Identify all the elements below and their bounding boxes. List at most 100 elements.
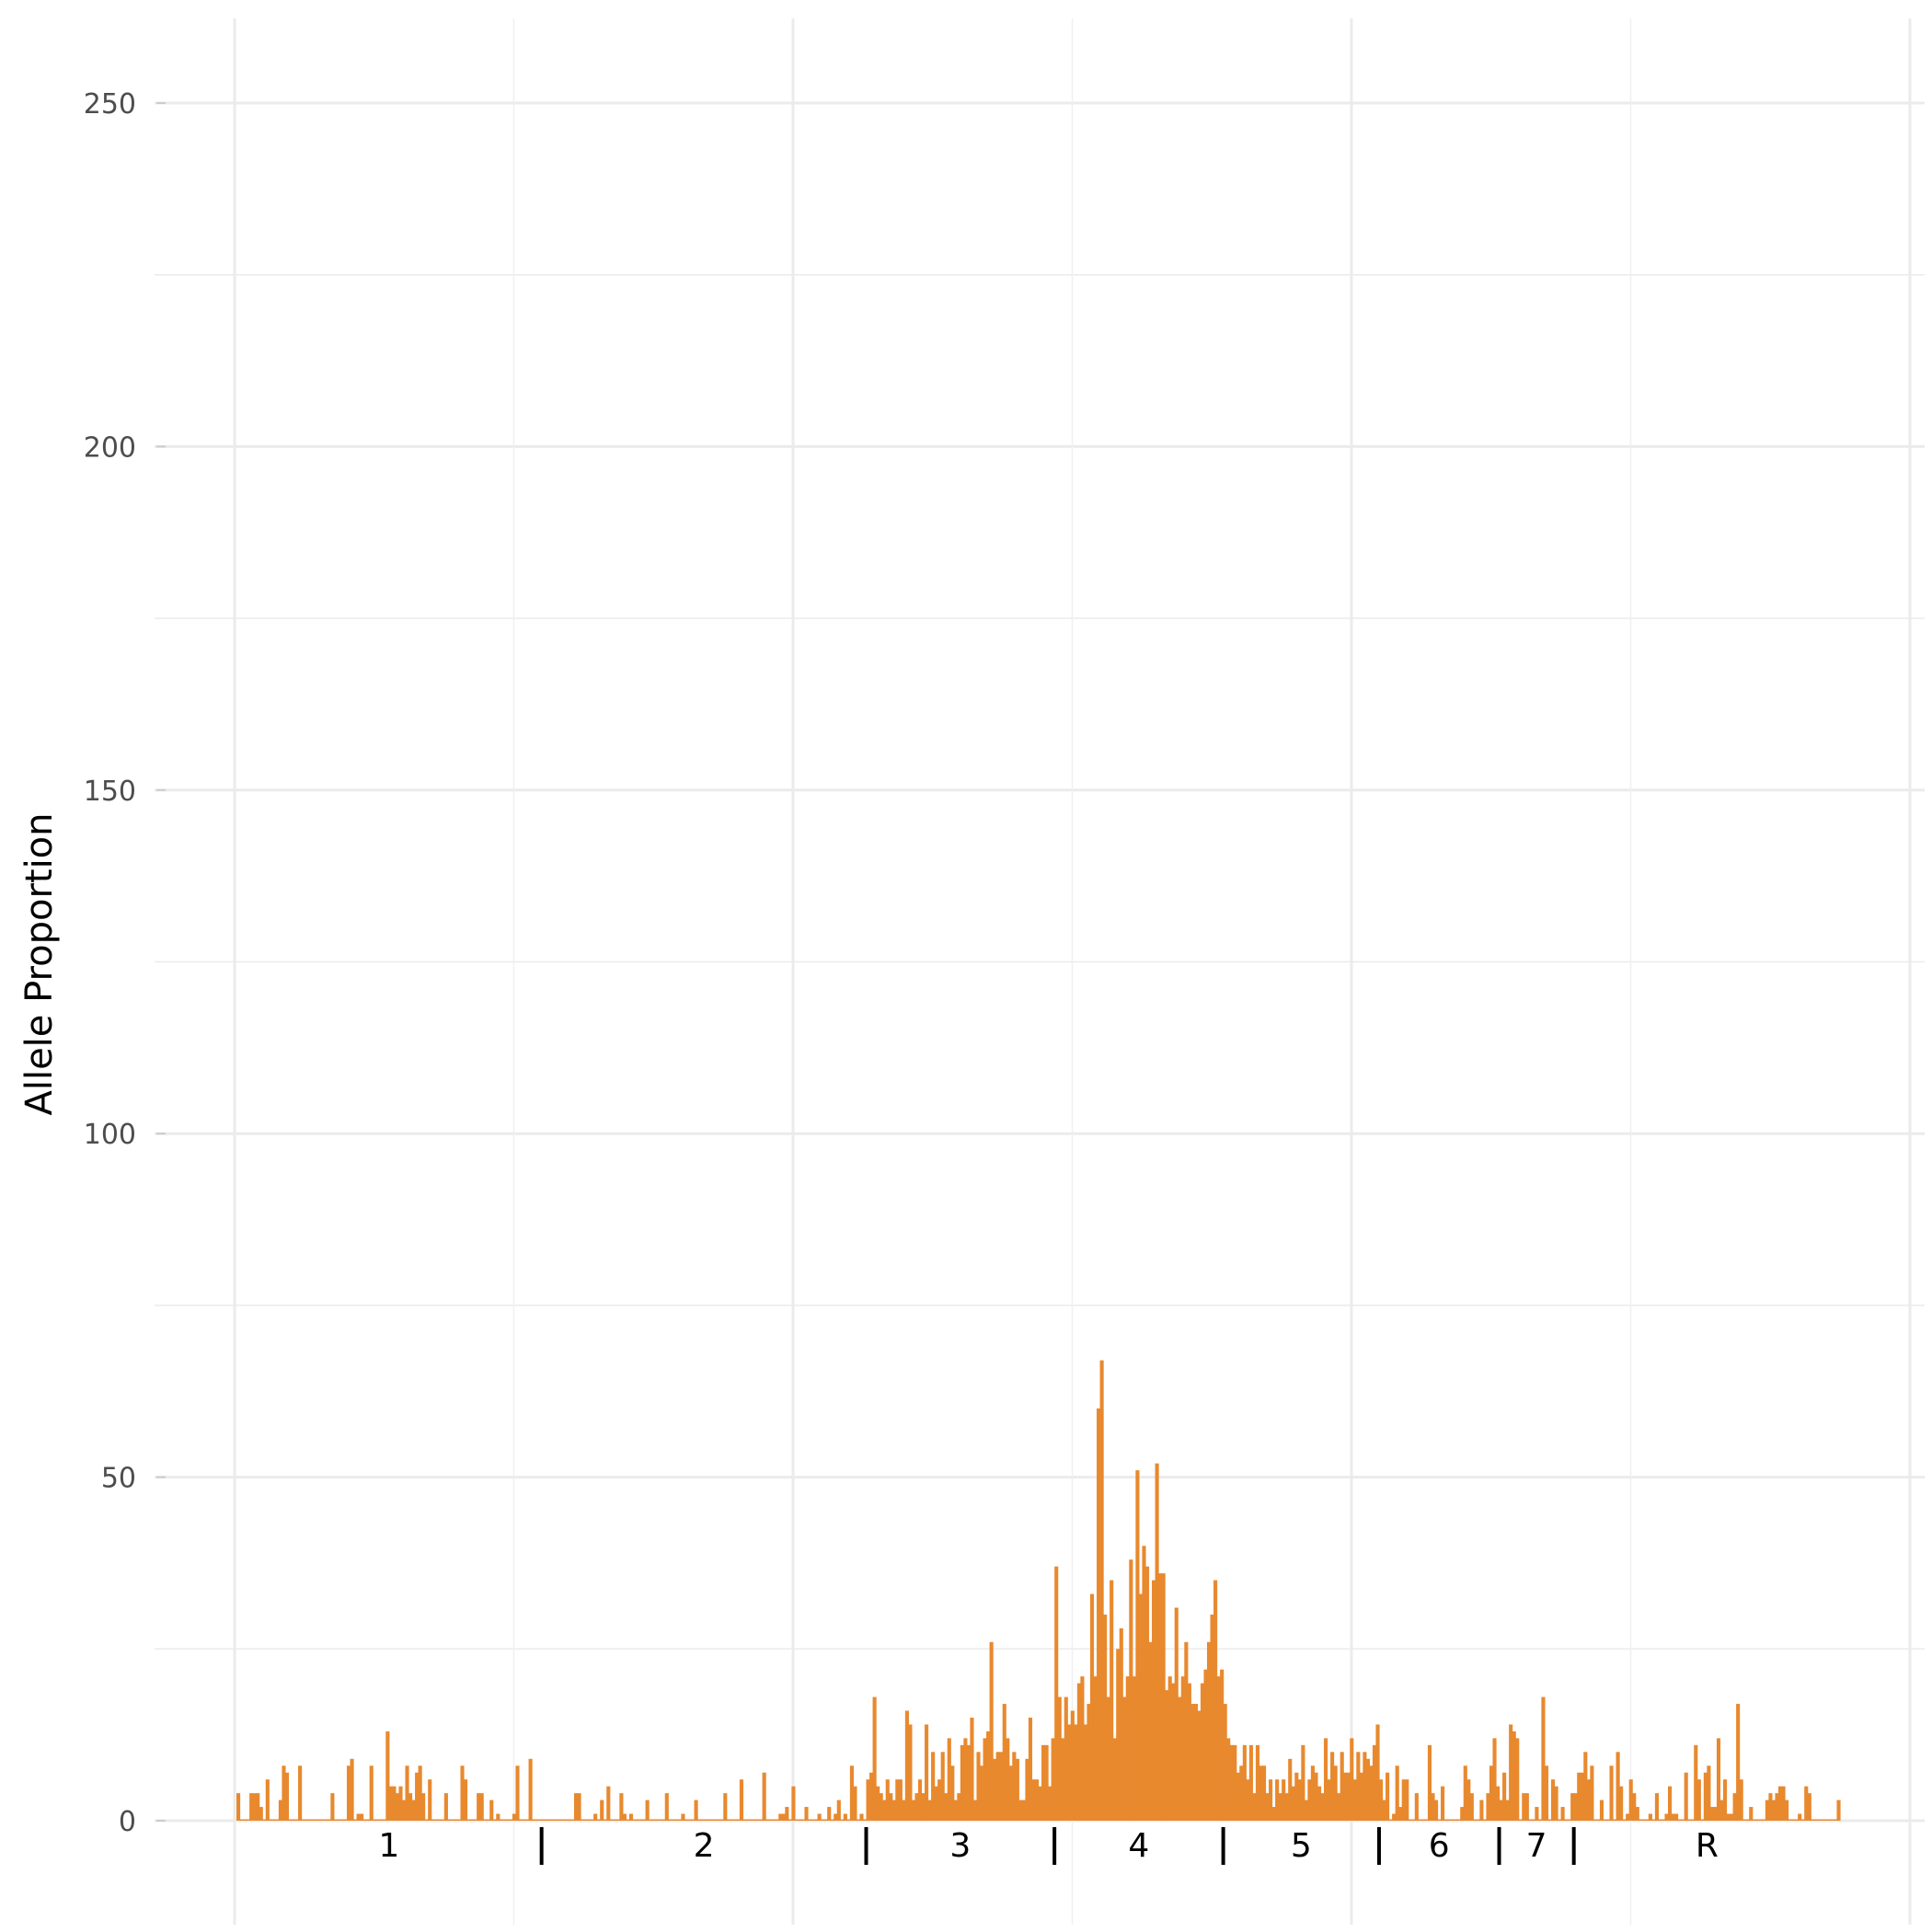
- bar: [1171, 1683, 1176, 1821]
- bar: [1346, 1772, 1351, 1821]
- bar: [1775, 1793, 1779, 1821]
- bar: [1051, 1738, 1055, 1821]
- bar: [284, 1772, 290, 1821]
- bar: [911, 1800, 916, 1821]
- bar: [411, 1800, 416, 1821]
- bar: [583, 1819, 588, 1821]
- bar: [1119, 1627, 1123, 1821]
- bar: [366, 1819, 371, 1821]
- bar: [856, 1819, 861, 1821]
- bar: [1414, 1793, 1419, 1821]
- segment-axis: 1 2 3 4 5 6 7 R: [378, 1827, 1719, 1865]
- bar: [931, 1752, 936, 1821]
- bar: [1496, 1786, 1501, 1821]
- bar: [1002, 1704, 1006, 1821]
- bar: [375, 1819, 380, 1821]
- bar: [1431, 1793, 1435, 1821]
- bar: [1320, 1793, 1325, 1821]
- bar: [674, 1819, 679, 1821]
- bar: [862, 1819, 868, 1821]
- bar: [1817, 1819, 1822, 1821]
- bar: [1028, 1717, 1033, 1821]
- bar: [525, 1819, 530, 1821]
- bar: [466, 1819, 471, 1821]
- segment-label: 7: [1526, 1827, 1547, 1865]
- bar: [859, 1813, 864, 1821]
- bar: [937, 1779, 942, 1821]
- segment-label: 3: [949, 1827, 971, 1865]
- bar: [492, 1819, 497, 1821]
- segment-label: 4: [1128, 1827, 1149, 1865]
- bar: [456, 1819, 462, 1821]
- bar: [1144, 1566, 1150, 1821]
- bar: [904, 1710, 909, 1821]
- bar: [798, 1819, 802, 1821]
- bar: [1155, 1463, 1159, 1821]
- bar: [1067, 1724, 1072, 1821]
- y-tick-label: 250: [84, 88, 136, 121]
- bar: [800, 1819, 806, 1821]
- bar: [775, 1819, 779, 1821]
- bar: [1041, 1744, 1046, 1821]
- bar: [385, 1731, 390, 1821]
- bar: [333, 1819, 338, 1821]
- bar: [719, 1819, 724, 1821]
- bar: [879, 1793, 883, 1821]
- bar: [1726, 1813, 1731, 1821]
- bar: [603, 1819, 607, 1821]
- bar: [1138, 1593, 1144, 1821]
- bar: [1613, 1819, 1617, 1821]
- bar: [849, 1765, 854, 1821]
- bar: [1791, 1819, 1796, 1821]
- bar: [677, 1819, 682, 1821]
- segment-label: 6: [1429, 1827, 1450, 1865]
- bar: [1048, 1786, 1052, 1821]
- bar: [1473, 1819, 1478, 1821]
- bar: [1427, 1744, 1432, 1821]
- bar: [1700, 1819, 1705, 1821]
- bar: [587, 1819, 592, 1821]
- bar: [1226, 1738, 1231, 1821]
- bar: [1677, 1819, 1682, 1821]
- bar: [1116, 1649, 1121, 1821]
- bar: [1352, 1779, 1357, 1821]
- bar: [804, 1807, 809, 1821]
- bar: [1025, 1758, 1029, 1821]
- bar: [772, 1819, 776, 1821]
- bar: [1167, 1676, 1172, 1821]
- bar: [1577, 1772, 1581, 1821]
- bar: [505, 1819, 510, 1821]
- bar: [1456, 1819, 1461, 1821]
- bar: [947, 1738, 951, 1821]
- bar: [785, 1807, 789, 1821]
- bar: [1246, 1779, 1250, 1821]
- bar: [791, 1786, 796, 1821]
- bar: [732, 1819, 737, 1821]
- bar: [1265, 1793, 1270, 1821]
- bar: [1288, 1758, 1293, 1821]
- bar: [314, 1819, 318, 1821]
- bar: [995, 1752, 1000, 1821]
- bar: [1097, 1408, 1101, 1821]
- bar: [1197, 1710, 1202, 1821]
- bar: [1804, 1786, 1809, 1821]
- segment-label: 2: [694, 1827, 715, 1865]
- bar: [362, 1819, 367, 1821]
- bar: [1443, 1819, 1448, 1821]
- bar: [473, 1819, 477, 1821]
- bar: [814, 1819, 819, 1821]
- bar: [486, 1819, 490, 1821]
- bar: [392, 1786, 397, 1821]
- bar: [373, 1819, 377, 1821]
- bar: [1668, 1786, 1673, 1821]
- bar: [986, 1731, 991, 1821]
- bar: [1304, 1800, 1308, 1821]
- bar: [600, 1800, 604, 1821]
- bar: [1749, 1807, 1754, 1821]
- bar: [1463, 1765, 1467, 1821]
- bar: [1054, 1566, 1059, 1821]
- bar: [1489, 1765, 1494, 1821]
- bar: [1694, 1744, 1698, 1821]
- bar: [745, 1819, 751, 1821]
- bar: [1823, 1819, 1828, 1821]
